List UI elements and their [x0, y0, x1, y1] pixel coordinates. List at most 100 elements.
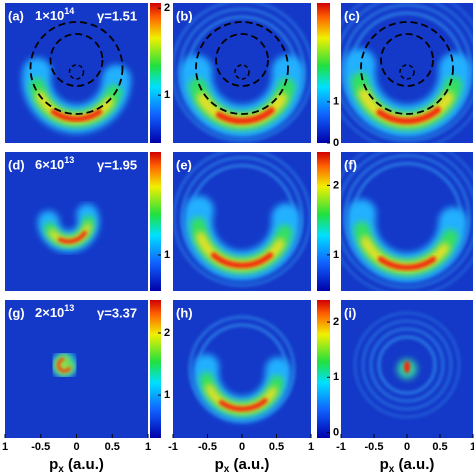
center-peak	[404, 361, 410, 373]
dashed-circle	[29, 21, 124, 115]
band-red	[377, 256, 437, 271]
panel: (f)	[341, 152, 473, 291]
colorbar-tick-label: 1	[333, 371, 339, 383]
band-red	[376, 106, 442, 125]
intensity-exponent: 13	[64, 303, 74, 313]
panel-label: (b)	[176, 8, 193, 23]
colorbar	[317, 152, 330, 291]
dashed-circle	[49, 33, 104, 87]
x-label-subscript: x	[224, 464, 230, 474]
colorbar-tick-label: 0	[333, 426, 339, 438]
x-label-unit: (a.u.)	[394, 456, 434, 473]
dashed-loop	[68, 64, 85, 80]
panel-label: (g)	[8, 305, 25, 320]
x-tick-label: 1	[470, 441, 474, 453]
heatmap	[341, 3, 473, 143]
dashed-loop	[399, 64, 415, 80]
intensity: 1×1014	[35, 6, 74, 23]
fringe-ring	[341, 3, 473, 143]
x-tick-label: 1	[308, 441, 314, 453]
x-label-subscript: x	[389, 464, 395, 474]
heatmap	[22, 21, 131, 134]
fringe-ring	[369, 327, 445, 403]
gamma: γ=1.95	[97, 157, 137, 172]
panel: (a) 1×1014 γ=1.51 1 2	[5, 2, 170, 143]
colorbar-tick-label: 2	[333, 179, 339, 191]
x-tick-label: -1	[168, 441, 178, 453]
intensity-base: 2×10	[35, 305, 64, 320]
intensity: 2×1013	[35, 303, 74, 320]
colorbar-tick-label: 1	[164, 389, 170, 401]
band-red	[57, 230, 87, 244]
x-label-subscript: x	[58, 464, 64, 474]
x-tick-label: -0.5	[198, 441, 217, 453]
heatmap	[51, 351, 78, 379]
colorbar-tick-label: 2	[333, 316, 339, 328]
panel-label: (a)	[8, 8, 24, 23]
x-tick-label: 1	[145, 441, 151, 453]
panel: (i) -1 -0.5 0 0.5 1 px (a.u.)	[336, 300, 474, 474]
band-red	[57, 357, 71, 373]
dashed-circle	[215, 33, 269, 87]
intensity-base: 1×10	[35, 8, 64, 23]
heatmap	[341, 152, 473, 291]
x-tick-label: 0.5	[432, 441, 447, 453]
heatmap	[173, 152, 311, 287]
x-tick-label: 0.5	[105, 441, 120, 453]
x-axis-label: px (a.u.)	[49, 456, 104, 474]
fringe-ring	[377, 335, 437, 395]
fringe-ring	[361, 319, 453, 411]
x-label-symbol: p	[215, 456, 224, 473]
dashed-circle	[195, 21, 289, 115]
dashed-circle	[360, 21, 454, 115]
panel: (c)	[341, 3, 473, 143]
x-label-unit: (a.u.)	[64, 456, 104, 473]
band-red	[215, 107, 275, 125]
x-tick-label: 0	[404, 441, 410, 453]
band-red	[210, 252, 274, 269]
intensity-base: 6×10	[35, 157, 64, 172]
x-tick-label: -0.5	[365, 441, 384, 453]
fringe-ring	[173, 3, 311, 143]
panel-label: (d)	[8, 157, 25, 172]
x-label-symbol: p	[49, 456, 58, 473]
x-label-unit: (a.u.)	[229, 456, 269, 473]
intensity-exponent: 14	[64, 6, 74, 16]
colorbar	[150, 300, 161, 438]
x-tick-label: 0	[73, 441, 79, 453]
colorbar	[317, 300, 330, 438]
colorbar-tick-label: 0	[333, 137, 339, 149]
x-tick-label: 0	[239, 441, 245, 453]
panel: (h) 0 1 2 -1 -0.5 0 0.5 1 px (a.u.)	[168, 300, 339, 474]
colorbar	[150, 3, 161, 143]
gamma: γ=3.37	[97, 305, 137, 320]
x-axis-label: px (a.u.)	[215, 456, 270, 474]
panel-label: (f)	[344, 157, 357, 172]
x-axis-label: px (a.u.)	[380, 456, 435, 474]
fringe-ring	[173, 152, 311, 287]
band-red	[50, 108, 103, 122]
panel: (e) 1 2	[173, 152, 339, 291]
x-tick-label: -0.5	[31, 441, 50, 453]
colorbar-tick-label: 2	[164, 2, 170, 14]
colorbar-tick-label: 1	[333, 96, 339, 108]
colorbar-tick-label: 1	[333, 249, 339, 261]
intensity: 6×1013	[35, 155, 74, 172]
panel: (b) 0 1	[173, 3, 339, 149]
dashed-circle	[380, 33, 434, 87]
fringe-ring	[353, 311, 461, 419]
x-tick-label: 0.5	[269, 441, 284, 453]
colorbar-tick-label: 1	[164, 249, 170, 261]
colorbar	[150, 152, 161, 291]
panel-label: (c)	[344, 8, 360, 23]
intensity-exponent: 13	[64, 155, 74, 165]
panel: (d) 6×1013 γ=1.95 1	[5, 152, 170, 291]
plot-background	[5, 152, 148, 291]
panel-label: (e)	[176, 157, 192, 172]
band-red	[218, 398, 268, 412]
heatmap	[37, 203, 100, 253]
dashed-loop	[234, 64, 250, 80]
panel-label: (i)	[344, 305, 356, 320]
heatmap	[173, 3, 311, 143]
gamma: γ=1.51	[97, 8, 137, 23]
